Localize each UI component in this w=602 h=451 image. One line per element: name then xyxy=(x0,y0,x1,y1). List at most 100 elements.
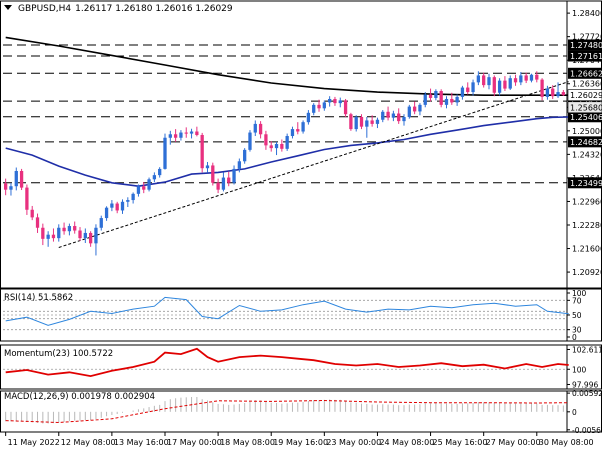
candle-body xyxy=(397,113,401,122)
candle-body xyxy=(211,165,215,183)
candle-body xyxy=(418,104,422,112)
candle-body xyxy=(439,91,443,105)
pane-headers: GBPUSD,H4 1.26117 1.26180 1.26016 1.26029… xyxy=(4,4,233,402)
candle-body xyxy=(205,165,210,169)
candle-body xyxy=(131,193,135,201)
candle-body xyxy=(147,179,151,190)
rsi-line xyxy=(5,296,569,326)
candle-body xyxy=(269,145,273,149)
candle-body xyxy=(290,129,295,137)
candle-body xyxy=(487,77,491,86)
candle-body xyxy=(248,132,252,150)
candle-body xyxy=(73,226,77,231)
axis-tick-label: 1.24320 xyxy=(572,150,602,159)
axis-tick-label: 97.996 xyxy=(572,380,598,389)
candle-body xyxy=(14,170,18,187)
candle-body xyxy=(545,88,550,97)
candle-body xyxy=(285,136,289,149)
axis-tick-label: 102.6116 xyxy=(572,345,602,354)
candle-body xyxy=(216,182,220,190)
candle-body xyxy=(158,168,162,176)
momentum-line xyxy=(5,347,569,378)
axis-tick-label: 100 xyxy=(572,289,587,298)
axis-tick-label: 1.26360 xyxy=(572,80,602,89)
candle-body xyxy=(306,112,311,123)
momentum-pane: 102.6116 100 97.996 xyxy=(0,344,602,390)
price-pane: 1.284001.277201.270401.263601.256801.250… xyxy=(0,0,602,289)
moving-average-line xyxy=(5,116,569,188)
level-label: 1.25406 xyxy=(570,113,602,122)
candle-body xyxy=(402,116,406,122)
instrument-header: GBPUSD,H4 1.26117 1.26180 1.26016 1.26029 xyxy=(18,4,233,14)
candle-body xyxy=(57,227,61,239)
candle-body xyxy=(99,218,103,228)
candle-body xyxy=(62,227,66,232)
candle-body xyxy=(301,122,305,132)
candle-body xyxy=(338,100,342,104)
candle-body xyxy=(386,111,390,118)
axis-tick-label: 1.20920 xyxy=(572,268,602,277)
macd-header: MACD(12,26,9) 0.001978 0.002904 xyxy=(4,392,155,402)
rsi-header: RSI(14) 51.5862 xyxy=(4,293,73,303)
candle-body xyxy=(104,207,109,219)
axis-tick-label: 1.22280 xyxy=(572,221,602,230)
candle-body xyxy=(476,75,481,83)
axis-tick-label: 0 xyxy=(572,408,577,417)
candle-body xyxy=(513,78,518,83)
level-label: 1.23499 xyxy=(570,179,602,188)
candle-body xyxy=(370,120,374,124)
candle-body xyxy=(83,232,87,239)
candle-body xyxy=(561,92,565,96)
candle-body xyxy=(354,116,358,130)
collapse-triangle-icon[interactable] xyxy=(4,5,12,10)
candle-body xyxy=(67,226,72,232)
time-tick-label: 18 May 08:00 xyxy=(220,438,275,447)
time-tick-label: 27 May 00:00 xyxy=(486,438,541,447)
candle-body xyxy=(35,217,40,228)
candle-body xyxy=(46,234,50,239)
momentum-header: Momentum(23) 100.5722 xyxy=(4,349,113,359)
candle-body xyxy=(78,230,82,239)
candle-body xyxy=(519,75,523,83)
candle-body xyxy=(375,119,380,124)
time-tick-label: 24 May 08:00 xyxy=(379,438,434,447)
candle-body xyxy=(4,183,8,190)
candle-body xyxy=(333,98,337,104)
ohlc-header: 1.26117 1.26180 1.26016 1.26029 xyxy=(75,4,233,14)
macd-signal-line xyxy=(5,399,569,424)
candle-body xyxy=(126,200,130,202)
candle-body xyxy=(524,75,528,81)
candle-body xyxy=(322,102,326,109)
candle-body xyxy=(482,75,486,86)
candle-body xyxy=(152,175,157,180)
axis-tick-label: 0 xyxy=(572,333,577,342)
candle-body xyxy=(136,186,141,194)
candle-body xyxy=(243,149,247,162)
time-tick-label: 19 May 16:00 xyxy=(273,438,328,447)
candle-body xyxy=(471,82,475,93)
candle-body xyxy=(115,203,119,211)
candle-body xyxy=(423,94,427,105)
candle-body xyxy=(258,123,263,135)
moving-average-line xyxy=(5,36,569,96)
candle-body xyxy=(508,78,512,89)
candle-body xyxy=(253,123,257,133)
candle-body xyxy=(381,111,385,120)
candle-body xyxy=(455,96,459,103)
level-label-box xyxy=(568,67,602,79)
candle-body xyxy=(221,177,226,190)
candle-body xyxy=(365,120,369,127)
candle-body xyxy=(343,100,348,115)
price-label: 1.25680 xyxy=(570,103,602,112)
candle-body xyxy=(94,227,98,244)
candle-body xyxy=(88,232,93,244)
candle-body xyxy=(434,91,438,98)
candle-body xyxy=(280,143,284,149)
ascending-trendline xyxy=(58,81,569,248)
candle-body xyxy=(264,134,268,146)
time-tick-label: 17 May 00:00 xyxy=(167,438,222,447)
candle-body xyxy=(173,134,178,138)
